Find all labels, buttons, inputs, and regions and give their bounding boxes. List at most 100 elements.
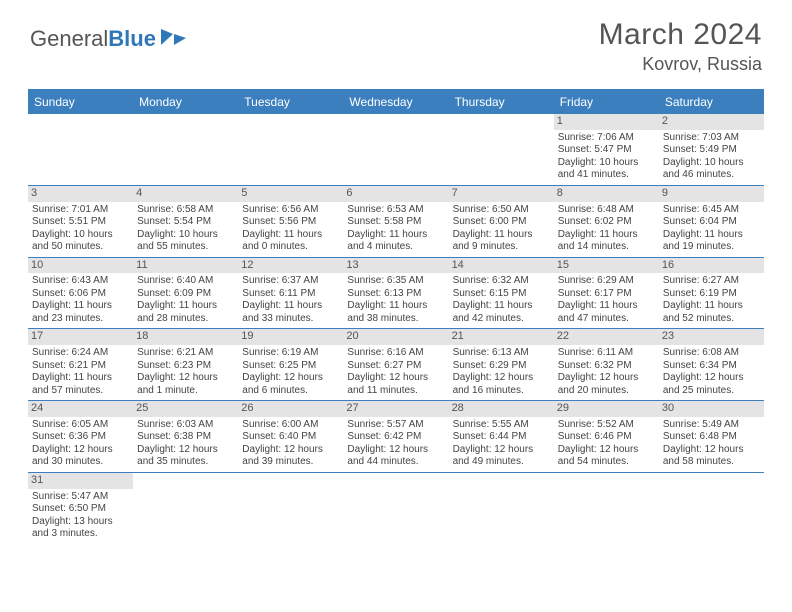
day-cell: 29Sunrise: 5:52 AMSunset: 6:46 PMDayligh… — [554, 401, 659, 472]
day-d1: Daylight: 12 hours — [558, 372, 655, 385]
weekday-tuesday: Tuesday — [238, 91, 343, 114]
day-number: 28 — [449, 401, 554, 417]
weekday-thursday: Thursday — [449, 91, 554, 114]
day-cell-empty — [133, 473, 238, 544]
day-cell: 19Sunrise: 6:19 AMSunset: 6:25 PMDayligh… — [238, 329, 343, 400]
day-number: 12 — [238, 258, 343, 274]
day-d2: and 44 minutes. — [347, 456, 444, 469]
day-d2: and 47 minutes. — [558, 313, 655, 326]
day-cell: 5Sunrise: 6:56 AMSunset: 5:56 PMDaylight… — [238, 186, 343, 257]
day-ss: Sunset: 6:48 PM — [663, 431, 760, 444]
day-number: 11 — [133, 258, 238, 274]
day-number: 19 — [238, 329, 343, 345]
day-sr: Sunrise: 6:00 AM — [242, 419, 339, 432]
day-sr: Sunrise: 6:37 AM — [242, 275, 339, 288]
day-ss: Sunset: 6:42 PM — [347, 431, 444, 444]
day-d2: and 11 minutes. — [347, 385, 444, 398]
day-cell: 28Sunrise: 5:55 AMSunset: 6:44 PMDayligh… — [449, 401, 554, 472]
day-cell: 14Sunrise: 6:32 AMSunset: 6:15 PMDayligh… — [449, 258, 554, 329]
day-ss: Sunset: 6:19 PM — [663, 288, 760, 301]
day-cell: 6Sunrise: 6:53 AMSunset: 5:58 PMDaylight… — [343, 186, 448, 257]
day-sr: Sunrise: 6:40 AM — [137, 275, 234, 288]
day-sr: Sunrise: 6:45 AM — [663, 204, 760, 217]
day-cell-empty — [238, 114, 343, 185]
logo-text-1: General — [30, 26, 108, 51]
day-cell: 27Sunrise: 5:57 AMSunset: 6:42 PMDayligh… — [343, 401, 448, 472]
day-ss: Sunset: 6:36 PM — [32, 431, 129, 444]
day-d1: Daylight: 12 hours — [137, 372, 234, 385]
day-d1: Daylight: 11 hours — [32, 372, 129, 385]
weekday-saturday: Saturday — [659, 91, 764, 114]
day-cell: 26Sunrise: 6:00 AMSunset: 6:40 PMDayligh… — [238, 401, 343, 472]
day-d2: and 6 minutes. — [242, 385, 339, 398]
day-ss: Sunset: 6:29 PM — [453, 360, 550, 373]
day-d2: and 19 minutes. — [663, 241, 760, 254]
weekday-header: SundayMondayTuesdayWednesdayThursdayFrid… — [28, 91, 764, 114]
logo-text: GeneralBlue — [30, 26, 156, 52]
day-cell-empty — [28, 114, 133, 185]
day-number: 31 — [28, 473, 133, 489]
day-cell: 2Sunrise: 7:03 AMSunset: 5:49 PMDaylight… — [659, 114, 764, 185]
day-number: 4 — [133, 186, 238, 202]
day-cell: 24 Sunrise: 6:05 AMSunset: 6:36 PMDayligh… — [28, 401, 133, 472]
day-d2: and 55 minutes. — [137, 241, 234, 254]
weekday-wednesday: Wednesday — [343, 91, 448, 114]
day-number: 30 — [659, 401, 764, 417]
week-row: 10Sunrise: 6:43 AMSunset: 6:06 PMDayligh… — [28, 258, 764, 330]
week-row: 17Sunrise: 6:24 AMSunset: 6:21 PMDayligh… — [28, 329, 764, 401]
day-d1: Daylight: 11 hours — [558, 229, 655, 242]
day-sr: Sunrise: 6:29 AM — [558, 275, 655, 288]
week-row: 3Sunrise: 7:01 AMSunset: 5:51 PMDaylight… — [28, 186, 764, 258]
day-number: 24 — [28, 401, 133, 417]
day-ss: Sunset: 6:15 PM — [453, 288, 550, 301]
day-number: 3 — [28, 186, 133, 202]
day-ss: Sunset: 6:11 PM — [242, 288, 339, 301]
day-sr: Sunrise: 5:52 AM — [558, 419, 655, 432]
flag-icon — [160, 27, 188, 52]
day-ss: Sunset: 5:56 PM — [242, 216, 339, 229]
day-sr: Sunrise: 6:27 AM — [663, 275, 760, 288]
day-number: 16 — [659, 258, 764, 274]
day-number: 9 — [659, 186, 764, 202]
day-d2: and 23 minutes. — [32, 313, 129, 326]
day-d1: Daylight: 12 hours — [137, 444, 234, 457]
day-sr: Sunrise: 6:50 AM — [453, 204, 550, 217]
day-cell: 16Sunrise: 6:27 AMSunset: 6:19 PMDayligh… — [659, 258, 764, 329]
day-number: 14 — [449, 258, 554, 274]
day-cell-empty — [133, 114, 238, 185]
day-ss: Sunset: 5:54 PM — [137, 216, 234, 229]
day-d1: Daylight: 11 hours — [558, 300, 655, 313]
day-d2: and 3 minutes. — [32, 528, 129, 541]
day-ss: Sunset: 6:00 PM — [453, 216, 550, 229]
day-d1: Daylight: 13 hours — [32, 516, 129, 529]
day-cell: 9Sunrise: 6:45 AMSunset: 6:04 PMDaylight… — [659, 186, 764, 257]
day-ss: Sunset: 6:23 PM — [137, 360, 234, 373]
day-sr: Sunrise: 5:47 AM — [32, 491, 129, 504]
day-number: 25 — [133, 401, 238, 417]
day-cell: 13Sunrise: 6:35 AMSunset: 6:13 PMDayligh… — [343, 258, 448, 329]
day-d2: and 54 minutes. — [558, 456, 655, 469]
day-ss: Sunset: 5:49 PM — [663, 144, 760, 157]
day-cell: 4Sunrise: 6:58 AMSunset: 5:54 PMDaylight… — [133, 186, 238, 257]
day-sr: Sunrise: 6:05 AM — [32, 419, 129, 432]
day-cell: 10Sunrise: 6:43 AMSunset: 6:06 PMDayligh… — [28, 258, 133, 329]
day-d2: and 57 minutes. — [32, 385, 129, 398]
day-sr: Sunrise: 6:03 AM — [137, 419, 234, 432]
day-cell: 22Sunrise: 6:11 AMSunset: 6:32 PMDayligh… — [554, 329, 659, 400]
week-row: 31Sunrise: 5:47 AMSunset: 6:50 PMDayligh… — [28, 473, 764, 544]
day-number: 18 — [133, 329, 238, 345]
day-number: 2 — [659, 114, 764, 130]
day-ss: Sunset: 6:21 PM — [32, 360, 129, 373]
day-d1: Daylight: 12 hours — [453, 444, 550, 457]
day-cell-empty — [449, 114, 554, 185]
day-d1: Daylight: 11 hours — [137, 300, 234, 313]
calendar: SundayMondayTuesdayWednesdayThursdayFrid… — [28, 89, 764, 544]
day-number: 17 — [28, 329, 133, 345]
day-d1: Daylight: 12 hours — [32, 444, 129, 457]
day-sr: Sunrise: 7:06 AM — [558, 132, 655, 145]
day-d1: Daylight: 11 hours — [32, 300, 129, 313]
day-cell: 17 Sunrise: 6:24 AMSunset: 6:21 PMDayligh… — [28, 329, 133, 400]
day-cell: 11Sunrise: 6:40 AMSunset: 6:09 PMDayligh… — [133, 258, 238, 329]
day-number: 26 — [238, 401, 343, 417]
day-sr: Sunrise: 6:24 AM — [32, 347, 129, 360]
